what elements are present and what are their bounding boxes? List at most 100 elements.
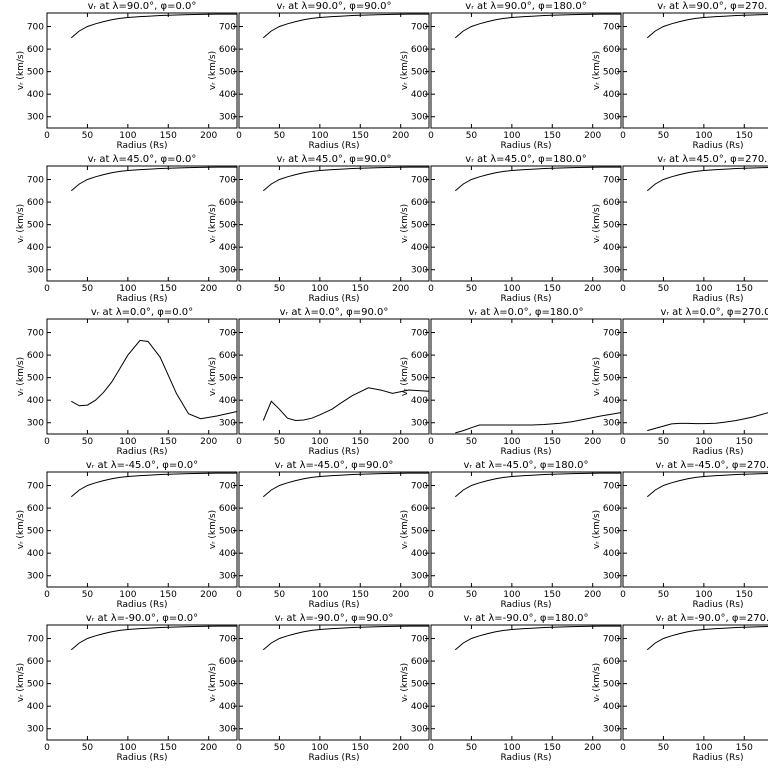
x-tick-label: 50 [82, 743, 94, 753]
y-tick-label: 300 [411, 725, 428, 735]
y-tick-label: 400 [27, 702, 44, 712]
chart-title: vᵣ at λ=90.0°, φ=0.0° [88, 1, 197, 12]
y-tick-label: 400 [219, 243, 236, 253]
x-tick-label: 150 [160, 437, 177, 447]
x-tick-label: 100 [503, 131, 520, 141]
y-axis-label: vᵣ (km/s) [592, 204, 602, 243]
chart-title: vᵣ at λ=90.0°, φ=90.0° [276, 1, 391, 12]
y-tick-label: 500 [411, 374, 428, 384]
y-tick-label: 500 [219, 68, 236, 78]
y-axis-label: vᵣ (km/s) [208, 663, 218, 702]
x-axis-label: Radius (Rs) [500, 141, 551, 151]
plot-frame [46, 624, 238, 741]
y-tick-label: 400 [219, 702, 236, 712]
chart-title: vᵣ at λ=-45.0°, φ=270.0° [655, 460, 768, 471]
plot-frame [622, 471, 768, 588]
x-axis-label: Radius (Rs) [308, 600, 359, 610]
y-tick-label: 300 [603, 266, 620, 276]
y-tick-label: 700 [219, 23, 236, 33]
x-axis-label: Radius (Rs) [500, 600, 551, 610]
y-axis-label: vᵣ (km/s) [16, 510, 26, 549]
x-tick-label: 0 [236, 437, 242, 447]
x-tick-label: 0 [44, 590, 50, 600]
y-axis-label: vᵣ (km/s) [592, 357, 602, 396]
y-axis-label: vᵣ (km/s) [208, 51, 218, 90]
y-tick-label: 400 [219, 549, 236, 559]
x-tick-label: 50 [274, 437, 286, 447]
x-tick-label: 150 [544, 131, 561, 141]
x-tick-label: 50 [274, 284, 286, 294]
y-tick-label: 300 [411, 419, 428, 429]
y-tick-label: 300 [603, 113, 620, 123]
data-line [70, 166, 237, 192]
x-tick-label: 200 [200, 131, 217, 141]
y-tick-label: 300 [219, 266, 236, 276]
x-tick-label: 0 [236, 743, 242, 753]
chart-title: vᵣ at λ=45.0°, φ=0.0° [88, 154, 197, 165]
y-tick-label: 400 [27, 396, 44, 406]
y-tick-label: 300 [27, 725, 44, 735]
y-tick-label: 500 [411, 221, 428, 231]
x-tick-label: 150 [736, 131, 753, 141]
x-tick-label: 150 [160, 743, 177, 753]
x-tick-label: 200 [584, 743, 601, 753]
y-axis-label: vᵣ (km/s) [400, 204, 410, 243]
x-tick-label: 0 [428, 590, 434, 600]
plot-frame [238, 318, 430, 435]
chart-title: vᵣ at λ=0.0°, φ=90.0° [280, 307, 389, 318]
data-line [262, 625, 429, 651]
plot-frame [46, 471, 238, 588]
x-tick-label: 50 [82, 437, 94, 447]
y-axis-label: vᵣ (km/s) [208, 204, 218, 243]
y-tick-label: 600 [219, 45, 236, 55]
x-axis-label: Radius (Rs) [116, 600, 167, 610]
y-tick-label: 700 [411, 329, 428, 339]
chart-title: vᵣ at λ=45.0°, φ=270.0° [657, 154, 768, 165]
x-tick-label: 50 [82, 590, 94, 600]
data-line [454, 13, 621, 39]
x-tick-label: 100 [119, 743, 136, 753]
y-tick-label: 300 [603, 419, 620, 429]
y-tick-label: 600 [27, 504, 44, 514]
x-tick-label: 150 [544, 284, 561, 294]
data-line [71, 339, 238, 420]
y-tick-label: 600 [411, 504, 428, 514]
x-tick-label: 200 [584, 590, 601, 600]
y-tick-label: 700 [603, 635, 620, 645]
y-tick-label: 400 [411, 396, 428, 406]
y-tick-label: 400 [27, 549, 44, 559]
y-tick-label: 500 [27, 527, 44, 537]
plot-frame [622, 318, 768, 435]
y-tick-label: 700 [27, 176, 44, 186]
data-line [454, 472, 621, 498]
y-axis-label: vᵣ (km/s) [208, 510, 218, 549]
x-tick-label: 200 [200, 284, 217, 294]
y-tick-label: 500 [219, 680, 236, 690]
y-tick-label: 600 [603, 198, 620, 208]
y-tick-label: 400 [603, 243, 620, 253]
y-tick-label: 300 [411, 572, 428, 582]
plot-frame [238, 471, 430, 588]
chart-title: vᵣ at λ=-45.0°, φ=0.0° [86, 460, 198, 471]
data-line [70, 472, 237, 498]
x-tick-label: 0 [44, 437, 50, 447]
x-axis-label: Radius (Rs) [116, 294, 167, 304]
x-tick-label: 200 [584, 131, 601, 141]
y-axis-label: vᵣ (km/s) [16, 663, 26, 702]
x-tick-label: 150 [352, 590, 369, 600]
x-tick-label: 200 [392, 743, 409, 753]
data-line [70, 13, 237, 39]
x-axis-label: Radius (Rs) [692, 600, 743, 610]
y-tick-label: 500 [27, 68, 44, 78]
data-line [262, 387, 430, 422]
chart-title: vᵣ at λ=45.0°, φ=180.0° [465, 154, 586, 165]
y-tick-label: 600 [603, 45, 620, 55]
x-tick-label: 150 [160, 131, 177, 141]
x-tick-label: 50 [82, 131, 94, 141]
y-tick-label: 700 [219, 176, 236, 186]
x-tick-label: 150 [736, 743, 753, 753]
y-tick-label: 500 [27, 680, 44, 690]
y-tick-label: 600 [411, 657, 428, 667]
x-tick-label: 50 [658, 131, 670, 141]
x-tick-label: 100 [503, 590, 520, 600]
